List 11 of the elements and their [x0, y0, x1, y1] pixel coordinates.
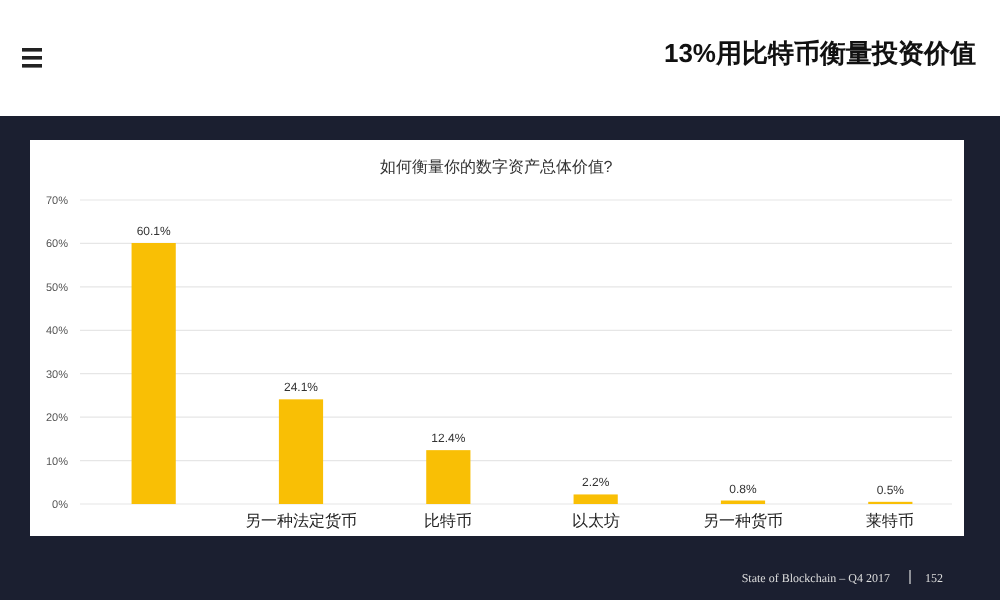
chart-title: 如何衡量你的数字资产总体价值?	[379, 158, 614, 176]
bar	[278, 399, 324, 504]
text: 13%用比特币衡量投资价值	[663, 38, 976, 68]
x-tick-label: 另一种法定货币	[245, 512, 357, 530]
bar	[573, 494, 618, 504]
bar	[426, 450, 471, 504]
x-tick-label: 莱特币	[866, 512, 915, 530]
x-tick-label: 比特币	[424, 512, 473, 530]
x-tick-label: 以太坊	[571, 512, 620, 530]
x-tick-label: 另一种货币	[703, 512, 783, 530]
bar	[131, 242, 176, 504]
